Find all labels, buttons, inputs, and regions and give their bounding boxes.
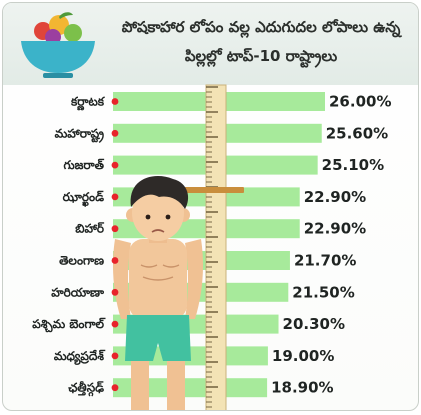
bar-10 — [113, 378, 268, 398]
value-label-8: 20.30% — [283, 315, 345, 333]
bullet-3 — [111, 161, 119, 169]
bullet-2 — [111, 129, 119, 137]
bullet-4 — [111, 193, 119, 201]
value-label-3: 25.10% — [322, 156, 384, 174]
chart-title: పోషకాహార లోపం వల్ల ఎదుగుదల లోపాలు ఉన్న ప… — [121, 18, 401, 65]
value-label-10: 18.90% — [271, 379, 333, 397]
category-label-10: ఛత్తీస్గఢ్ — [68, 381, 104, 397]
boy-illustration — [113, 176, 203, 410]
category-label-8: పశ్చిమ బెంగాల్ — [32, 317, 106, 333]
bullet-10 — [111, 384, 119, 392]
infographic-frame: పోషకాహార లోపం వల్ల ఎదుగుదల లోపాలు ఉన్న ప… — [2, 2, 419, 411]
category-label-6: తెలంగాణ — [59, 254, 104, 268]
bullet-6 — [111, 257, 119, 264]
category-label-3: గుజరాత్ — [63, 158, 104, 172]
bullet-8 — [111, 320, 119, 328]
category-label-5: బిహార్ — [75, 222, 105, 236]
category-label-9: మధ్యప్రదేశ్ — [54, 349, 106, 365]
value-label-4: 22.90% — [304, 188, 366, 206]
value-label-1: 26.00% — [329, 93, 391, 111]
value-label-6: 21.70% — [294, 252, 356, 270]
value-label-7: 21.50% — [292, 283, 354, 301]
bullet-1 — [111, 98, 119, 105]
value-label-9: 19.00% — [272, 347, 334, 365]
category-label-7: హరియాణా — [51, 285, 105, 299]
value-label-5: 22.90% — [304, 220, 366, 238]
bullet-5 — [111, 225, 119, 233]
category-label-1: కర్ణాటక — [70, 95, 106, 111]
bar-chart: కర్ణాటక 26.00% మహారాష్ట్ర 25.60% గుజరాత్ 25.1… — [32, 84, 391, 410]
category-label-2: మహారాష్ట్ర — [55, 126, 104, 143]
category-label-4: ఝార్ఖండ్ — [63, 190, 104, 207]
bullet-7 — [111, 288, 119, 296]
value-label-2: 25.60% — [326, 124, 388, 142]
fruit-bowl-icon — [21, 12, 95, 78]
bullet-9 — [111, 352, 119, 360]
